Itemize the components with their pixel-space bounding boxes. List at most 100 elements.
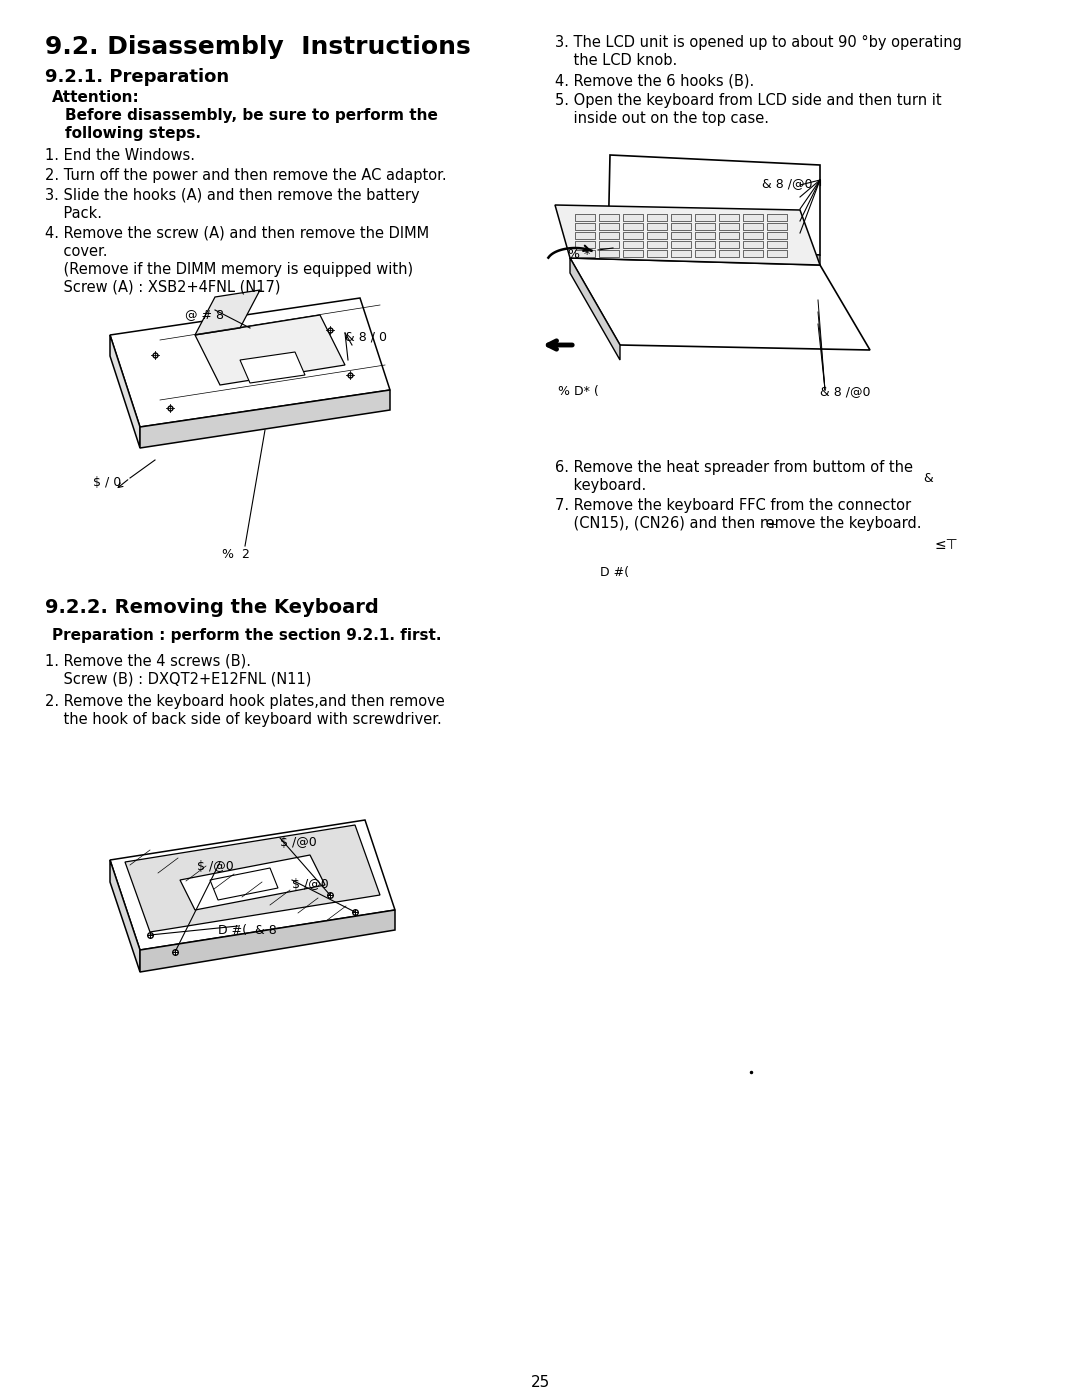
- Bar: [575, 214, 595, 221]
- Bar: [623, 224, 643, 231]
- Text: Screw (B) : DXQT2+E12FNL (N11): Screw (B) : DXQT2+E12FNL (N11): [45, 672, 311, 687]
- Polygon shape: [180, 855, 325, 909]
- Text: 1. End the Windows.: 1. End the Windows.: [45, 148, 195, 163]
- Text: 2. Remove the keyboard hook plates,and then remove: 2. Remove the keyboard hook plates,and t…: [45, 694, 445, 710]
- Bar: [575, 242, 595, 249]
- Text: 9.2.1. Preparation: 9.2.1. Preparation: [45, 68, 229, 87]
- Text: Screw (A) : XSB2+4FNL (N17): Screw (A) : XSB2+4FNL (N17): [45, 279, 281, 295]
- Text: (Remove if the DIMM memory is equipped with): (Remove if the DIMM memory is equipped w…: [45, 263, 414, 277]
- Bar: [743, 232, 762, 239]
- Text: keyboard.: keyboard.: [555, 478, 646, 493]
- Bar: [671, 224, 691, 231]
- Polygon shape: [210, 868, 278, 900]
- Bar: [767, 250, 787, 257]
- Text: &: &: [923, 472, 933, 485]
- Text: (CN15), (CN26) and then remove the keyboard.: (CN15), (CN26) and then remove the keybo…: [555, 515, 921, 531]
- Text: % D* (: % D* (: [558, 386, 598, 398]
- Bar: [743, 214, 762, 221]
- Bar: [647, 232, 667, 239]
- Bar: [671, 214, 691, 221]
- Bar: [671, 232, 691, 239]
- Bar: [575, 224, 595, 231]
- Polygon shape: [555, 205, 820, 265]
- Polygon shape: [110, 861, 140, 972]
- Text: 6. Remove the heat spreader from buttom of the: 6. Remove the heat spreader from buttom …: [555, 460, 913, 475]
- Bar: [647, 214, 667, 221]
- Text: 9.2.2. Removing the Keyboard: 9.2.2. Removing the Keyboard: [45, 598, 379, 617]
- Bar: [623, 232, 643, 239]
- Polygon shape: [140, 909, 395, 972]
- Bar: [575, 250, 595, 257]
- Bar: [767, 232, 787, 239]
- Text: inside out on the top case.: inside out on the top case.: [555, 110, 769, 126]
- Bar: [719, 250, 739, 257]
- Bar: [647, 250, 667, 257]
- Polygon shape: [570, 258, 620, 360]
- Bar: [743, 224, 762, 231]
- Text: D #(: D #(: [600, 566, 629, 578]
- Polygon shape: [125, 826, 380, 932]
- Bar: [696, 232, 715, 239]
- Bar: [671, 250, 691, 257]
- Text: 1. Remove the 4 screws (B).: 1. Remove the 4 screws (B).: [45, 654, 251, 669]
- Polygon shape: [110, 335, 140, 448]
- Polygon shape: [570, 258, 870, 351]
- Text: 4. Remove the 6 hooks (B).: 4. Remove the 6 hooks (B).: [555, 73, 754, 88]
- Text: $ /@0: $ /@0: [197, 861, 233, 873]
- Bar: [623, 250, 643, 257]
- Polygon shape: [608, 249, 820, 265]
- Text: D #(  & 8: D #( & 8: [218, 923, 276, 937]
- Bar: [719, 224, 739, 231]
- Text: ≤⊤: ≤⊤: [935, 538, 959, 552]
- Text: 2. Turn off the power and then remove the AC adaptor.: 2. Turn off the power and then remove th…: [45, 168, 447, 183]
- Text: 5. Open the keyboard from LCD side and then turn it: 5. Open the keyboard from LCD side and t…: [555, 94, 942, 108]
- Text: & 8 /@0: & 8 /@0: [820, 386, 870, 398]
- Bar: [743, 250, 762, 257]
- Text: Attention:: Attention:: [52, 89, 139, 105]
- Bar: [647, 224, 667, 231]
- Text: 9.2. Disassembly  Instructions: 9.2. Disassembly Instructions: [45, 35, 471, 59]
- Bar: [719, 214, 739, 221]
- Bar: [575, 232, 595, 239]
- Bar: [719, 232, 739, 239]
- Text: 7. Remove the keyboard FFC from the connector: 7. Remove the keyboard FFC from the conn…: [555, 497, 912, 513]
- Polygon shape: [110, 820, 395, 950]
- Polygon shape: [195, 291, 260, 335]
- Text: $ /@0: $ /@0: [292, 877, 328, 891]
- Bar: [743, 242, 762, 249]
- Bar: [647, 242, 667, 249]
- Text: Pack.: Pack.: [45, 205, 102, 221]
- Text: 3. The LCD unit is opened up to about 90 °by operating: 3. The LCD unit is opened up to about 90…: [555, 35, 962, 50]
- Polygon shape: [240, 352, 305, 383]
- Bar: [696, 224, 715, 231]
- Text: following steps.: following steps.: [65, 126, 201, 141]
- Polygon shape: [195, 314, 345, 386]
- Text: 3. Slide the hooks (A) and then remove the battery: 3. Slide the hooks (A) and then remove t…: [45, 189, 420, 203]
- Bar: [767, 214, 787, 221]
- Polygon shape: [140, 390, 390, 448]
- Bar: [767, 224, 787, 231]
- Text: & 8 / 0: & 8 / 0: [345, 330, 387, 344]
- Text: Preparation : perform the section 9.2.1. first.: Preparation : perform the section 9.2.1.…: [52, 629, 442, 643]
- Text: % *: % *: [568, 249, 591, 261]
- Text: $ /@0: $ /@0: [280, 835, 316, 849]
- Text: & 8 /@0: & 8 /@0: [762, 177, 812, 190]
- Bar: [599, 232, 619, 239]
- Bar: [671, 242, 691, 249]
- Bar: [599, 242, 619, 249]
- Text: @ # 8: @ # 8: [185, 307, 224, 321]
- Text: cover.: cover.: [45, 244, 108, 258]
- Bar: [767, 242, 787, 249]
- Text: the LCD knob.: the LCD knob.: [555, 53, 677, 68]
- Bar: [599, 250, 619, 257]
- Text: '+: '+: [765, 518, 779, 531]
- Text: 25: 25: [530, 1375, 550, 1390]
- Text: the hook of back side of keyboard with screwdriver.: the hook of back side of keyboard with s…: [45, 712, 442, 726]
- Text: %  2: % 2: [222, 548, 249, 562]
- Bar: [623, 214, 643, 221]
- Bar: [696, 242, 715, 249]
- Bar: [696, 214, 715, 221]
- Bar: [719, 242, 739, 249]
- Bar: [599, 214, 619, 221]
- Polygon shape: [110, 298, 390, 427]
